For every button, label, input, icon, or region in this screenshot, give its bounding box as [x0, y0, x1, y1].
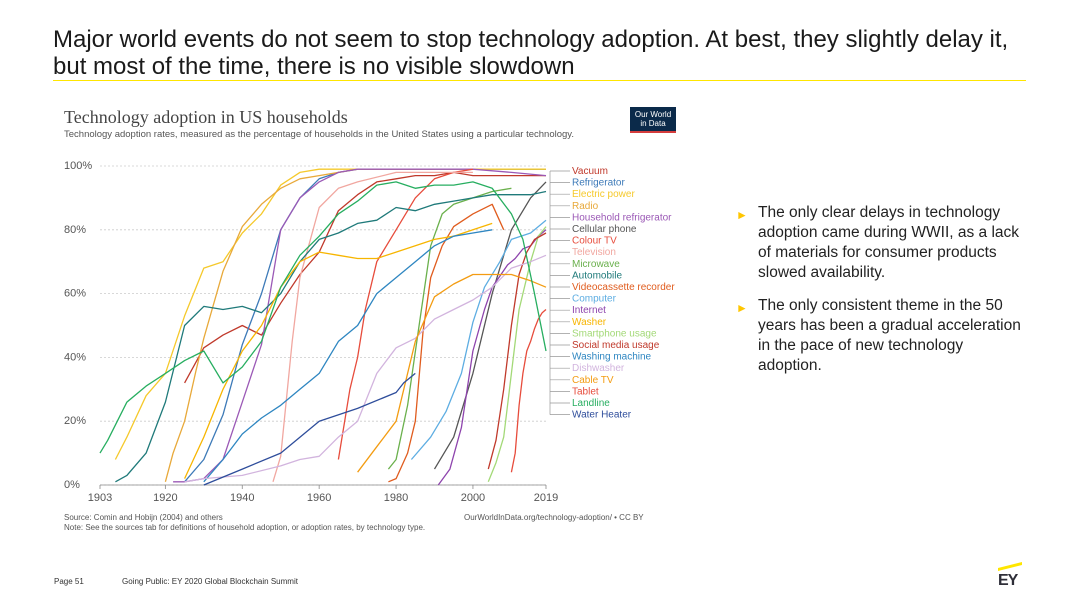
legend-label: Electric power: [572, 189, 635, 200]
series-line: [510, 309, 547, 473]
arrow-right-icon: ►: [736, 301, 748, 315]
legend-label: Automobile: [572, 270, 622, 281]
footer-title: Going Public: EY 2020 Global Blockchain …: [122, 577, 298, 586]
legend-label: Radio: [572, 201, 599, 212]
legend-label: Household refrigerator: [572, 212, 672, 223]
series-line: [388, 203, 505, 483]
legend-label: Television: [572, 247, 616, 258]
source-citation: Source: Comin and Hobijn (2004) and othe…: [64, 513, 223, 522]
legend-label: Cable TV: [572, 375, 614, 386]
legend-label: Microwave: [572, 259, 620, 270]
legend-label: Videocassette recorder: [572, 282, 675, 293]
bullet-text: The only consistent theme in the 50 year…: [758, 297, 1021, 374]
legend-label: Smartphone usage: [572, 328, 657, 339]
our-world-in-data-logo: Our World in Data: [630, 107, 676, 133]
logo-line-2: in Data: [640, 119, 666, 128]
series-line: [114, 168, 546, 460]
series-line: [487, 232, 547, 470]
arrow-right-icon: ►: [736, 208, 748, 222]
series-line: [433, 181, 547, 470]
series-line: [173, 168, 547, 483]
chart-source: Source: Comin and Hobijn (2004) and othe…: [64, 513, 684, 533]
x-tick-label: 1920: [153, 492, 177, 504]
chart-subtitle: Technology adoption rates, measured as t…: [64, 129, 574, 140]
chart-title: Technology adoption in US households: [64, 107, 348, 127]
series-line: [203, 372, 416, 486]
x-tick-label: 1960: [307, 492, 331, 504]
bullet-text: The only clear delays in technology adop…: [758, 204, 1020, 281]
y-tick-label: 100%: [64, 160, 92, 172]
legend-label: Colour TV: [572, 236, 617, 247]
series-line: [115, 190, 547, 483]
footer-page-number: Page 51: [54, 577, 84, 586]
x-axis: 1903 1920 1940 1960 1980 2000 2019: [88, 484, 558, 504]
series-line: [164, 168, 435, 482]
series-line: [387, 187, 512, 470]
series-line: [184, 168, 546, 483]
legend-label: Tablet: [572, 386, 599, 397]
legend-label: Washing machine: [572, 352, 652, 363]
ey-logo-beam: [998, 562, 1022, 571]
source-url: OurWorldInData.org/technology-adoption/ …: [464, 513, 644, 522]
logo-line-1: Our World: [634, 110, 672, 119]
series-line: [487, 226, 547, 483]
y-tick-label: 80%: [64, 224, 86, 236]
series-line: [99, 181, 547, 454]
series-line: [184, 254, 547, 483]
bullet-list: ► The only clear delays in technology ad…: [736, 203, 1026, 389]
x-tick-label: 1980: [384, 492, 408, 504]
legend-label: Washer: [572, 317, 607, 328]
x-tick-label: 2019: [534, 492, 558, 504]
source-note: Note: See the sources tab for definition…: [64, 523, 426, 532]
bullet-item: ► The only clear delays in technology ad…: [736, 203, 1026, 283]
series-line: [203, 229, 493, 483]
ey-logo: EY: [996, 562, 1024, 591]
y-tick-label: 40%: [64, 351, 86, 363]
x-tick-label: 1903: [88, 492, 112, 504]
x-tick-label: 1940: [230, 492, 254, 504]
series-line: [337, 168, 474, 460]
series-line: [184, 222, 493, 479]
y-tick-label: 60%: [64, 288, 86, 300]
series-line: [272, 171, 473, 482]
bullet-item: ► The only consistent theme in the 50 ye…: [736, 296, 1026, 376]
series-lines: [99, 168, 547, 486]
chart-grid: [100, 165, 546, 486]
legend-label: Internet: [572, 305, 606, 316]
y-tick-label: 20%: [64, 415, 86, 427]
technology-adoption-chart: 0% 20% 40% 60% 80% 100% 1903 1920 1940 1960 1980 2…: [64, 160, 675, 504]
legend-label: Vacuum: [572, 166, 608, 177]
series-line: [184, 171, 546, 384]
legend-label: Refrigerator: [572, 178, 625, 189]
x-tick-label: 2000: [461, 492, 485, 504]
ey-logo-text: EY: [998, 572, 1018, 589]
legend-label: Computer: [572, 294, 617, 305]
legend-label: Water Heater: [572, 410, 632, 421]
legend-label: Dishwasher: [572, 363, 625, 374]
y-axis: 0% 20% 40% 60% 80% 100%: [64, 160, 92, 491]
legend-label: Social media usage: [572, 340, 660, 351]
headline-underline: [53, 80, 1026, 81]
y-tick-label: 0%: [64, 479, 80, 491]
slide-headline: Major world events do not seem to stop t…: [53, 26, 1009, 80]
legend-label: Cellular phone: [572, 224, 637, 235]
series-line: [357, 273, 547, 473]
legend-label: Landline: [572, 398, 610, 409]
